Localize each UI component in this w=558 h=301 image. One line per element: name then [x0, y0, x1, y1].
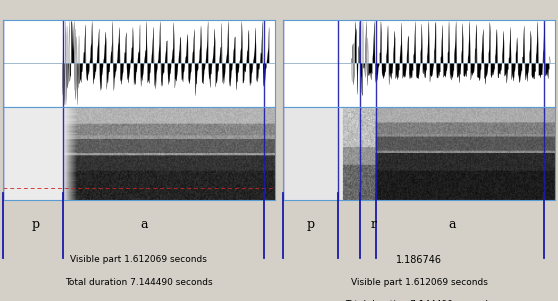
Text: 1.186746: 1.186746 — [396, 255, 442, 265]
Text: a: a — [448, 218, 456, 231]
Text: p: p — [306, 218, 315, 231]
Text: Visible part 1.612069 seconds: Visible part 1.612069 seconds — [351, 278, 488, 287]
Text: a: a — [141, 218, 148, 231]
Text: p: p — [31, 218, 40, 231]
Text: Total duration 7.144490 seconds: Total duration 7.144490 seconds — [345, 300, 493, 301]
Text: Visible part 1.612069 seconds: Visible part 1.612069 seconds — [70, 255, 207, 264]
Text: r: r — [370, 218, 376, 231]
Text: Total duration 7.144490 seconds: Total duration 7.144490 seconds — [65, 278, 213, 287]
